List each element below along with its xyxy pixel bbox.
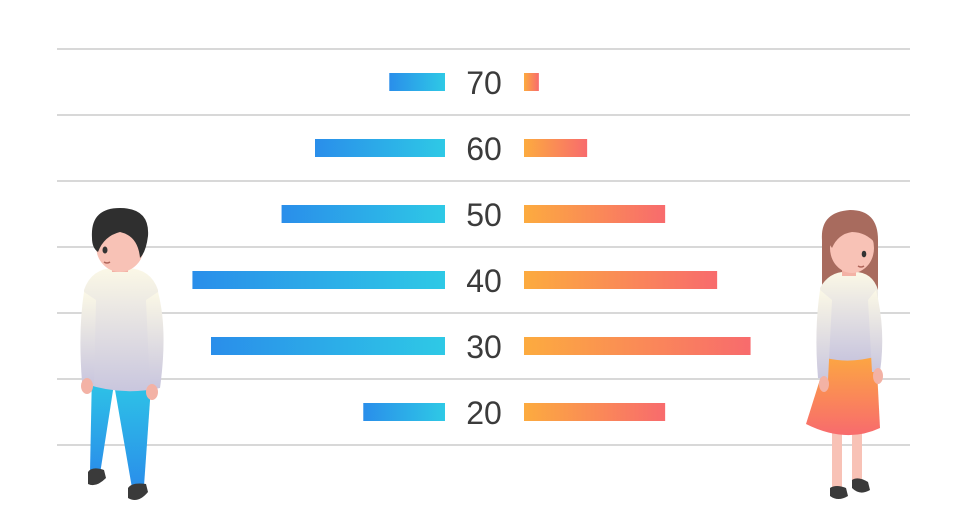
bar-left <box>281 205 445 223</box>
bar-right <box>524 403 666 421</box>
bar-left <box>192 271 445 289</box>
category-label: 40 <box>466 263 502 299</box>
man-figure-icon <box>80 208 164 500</box>
gridlines <box>57 48 910 446</box>
bar-left <box>363 403 445 421</box>
category-label: 70 <box>466 65 502 101</box>
category-label: 60 <box>466 131 502 167</box>
woman-figure-icon <box>806 210 883 499</box>
category-label: 50 <box>466 197 502 233</box>
category-label: 30 <box>466 329 502 365</box>
bar-left <box>389 73 445 91</box>
bar-left <box>211 337 445 355</box>
category-labels: 70 60 50 40 30 20 <box>466 65 502 431</box>
category-label: 20 <box>466 395 502 431</box>
bar-right <box>524 205 666 223</box>
bars <box>192 73 751 421</box>
bar-left <box>315 139 445 157</box>
bar-right <box>524 337 751 355</box>
bar-right <box>524 271 718 289</box>
bar-right <box>524 73 539 91</box>
bar-right <box>524 139 588 157</box>
